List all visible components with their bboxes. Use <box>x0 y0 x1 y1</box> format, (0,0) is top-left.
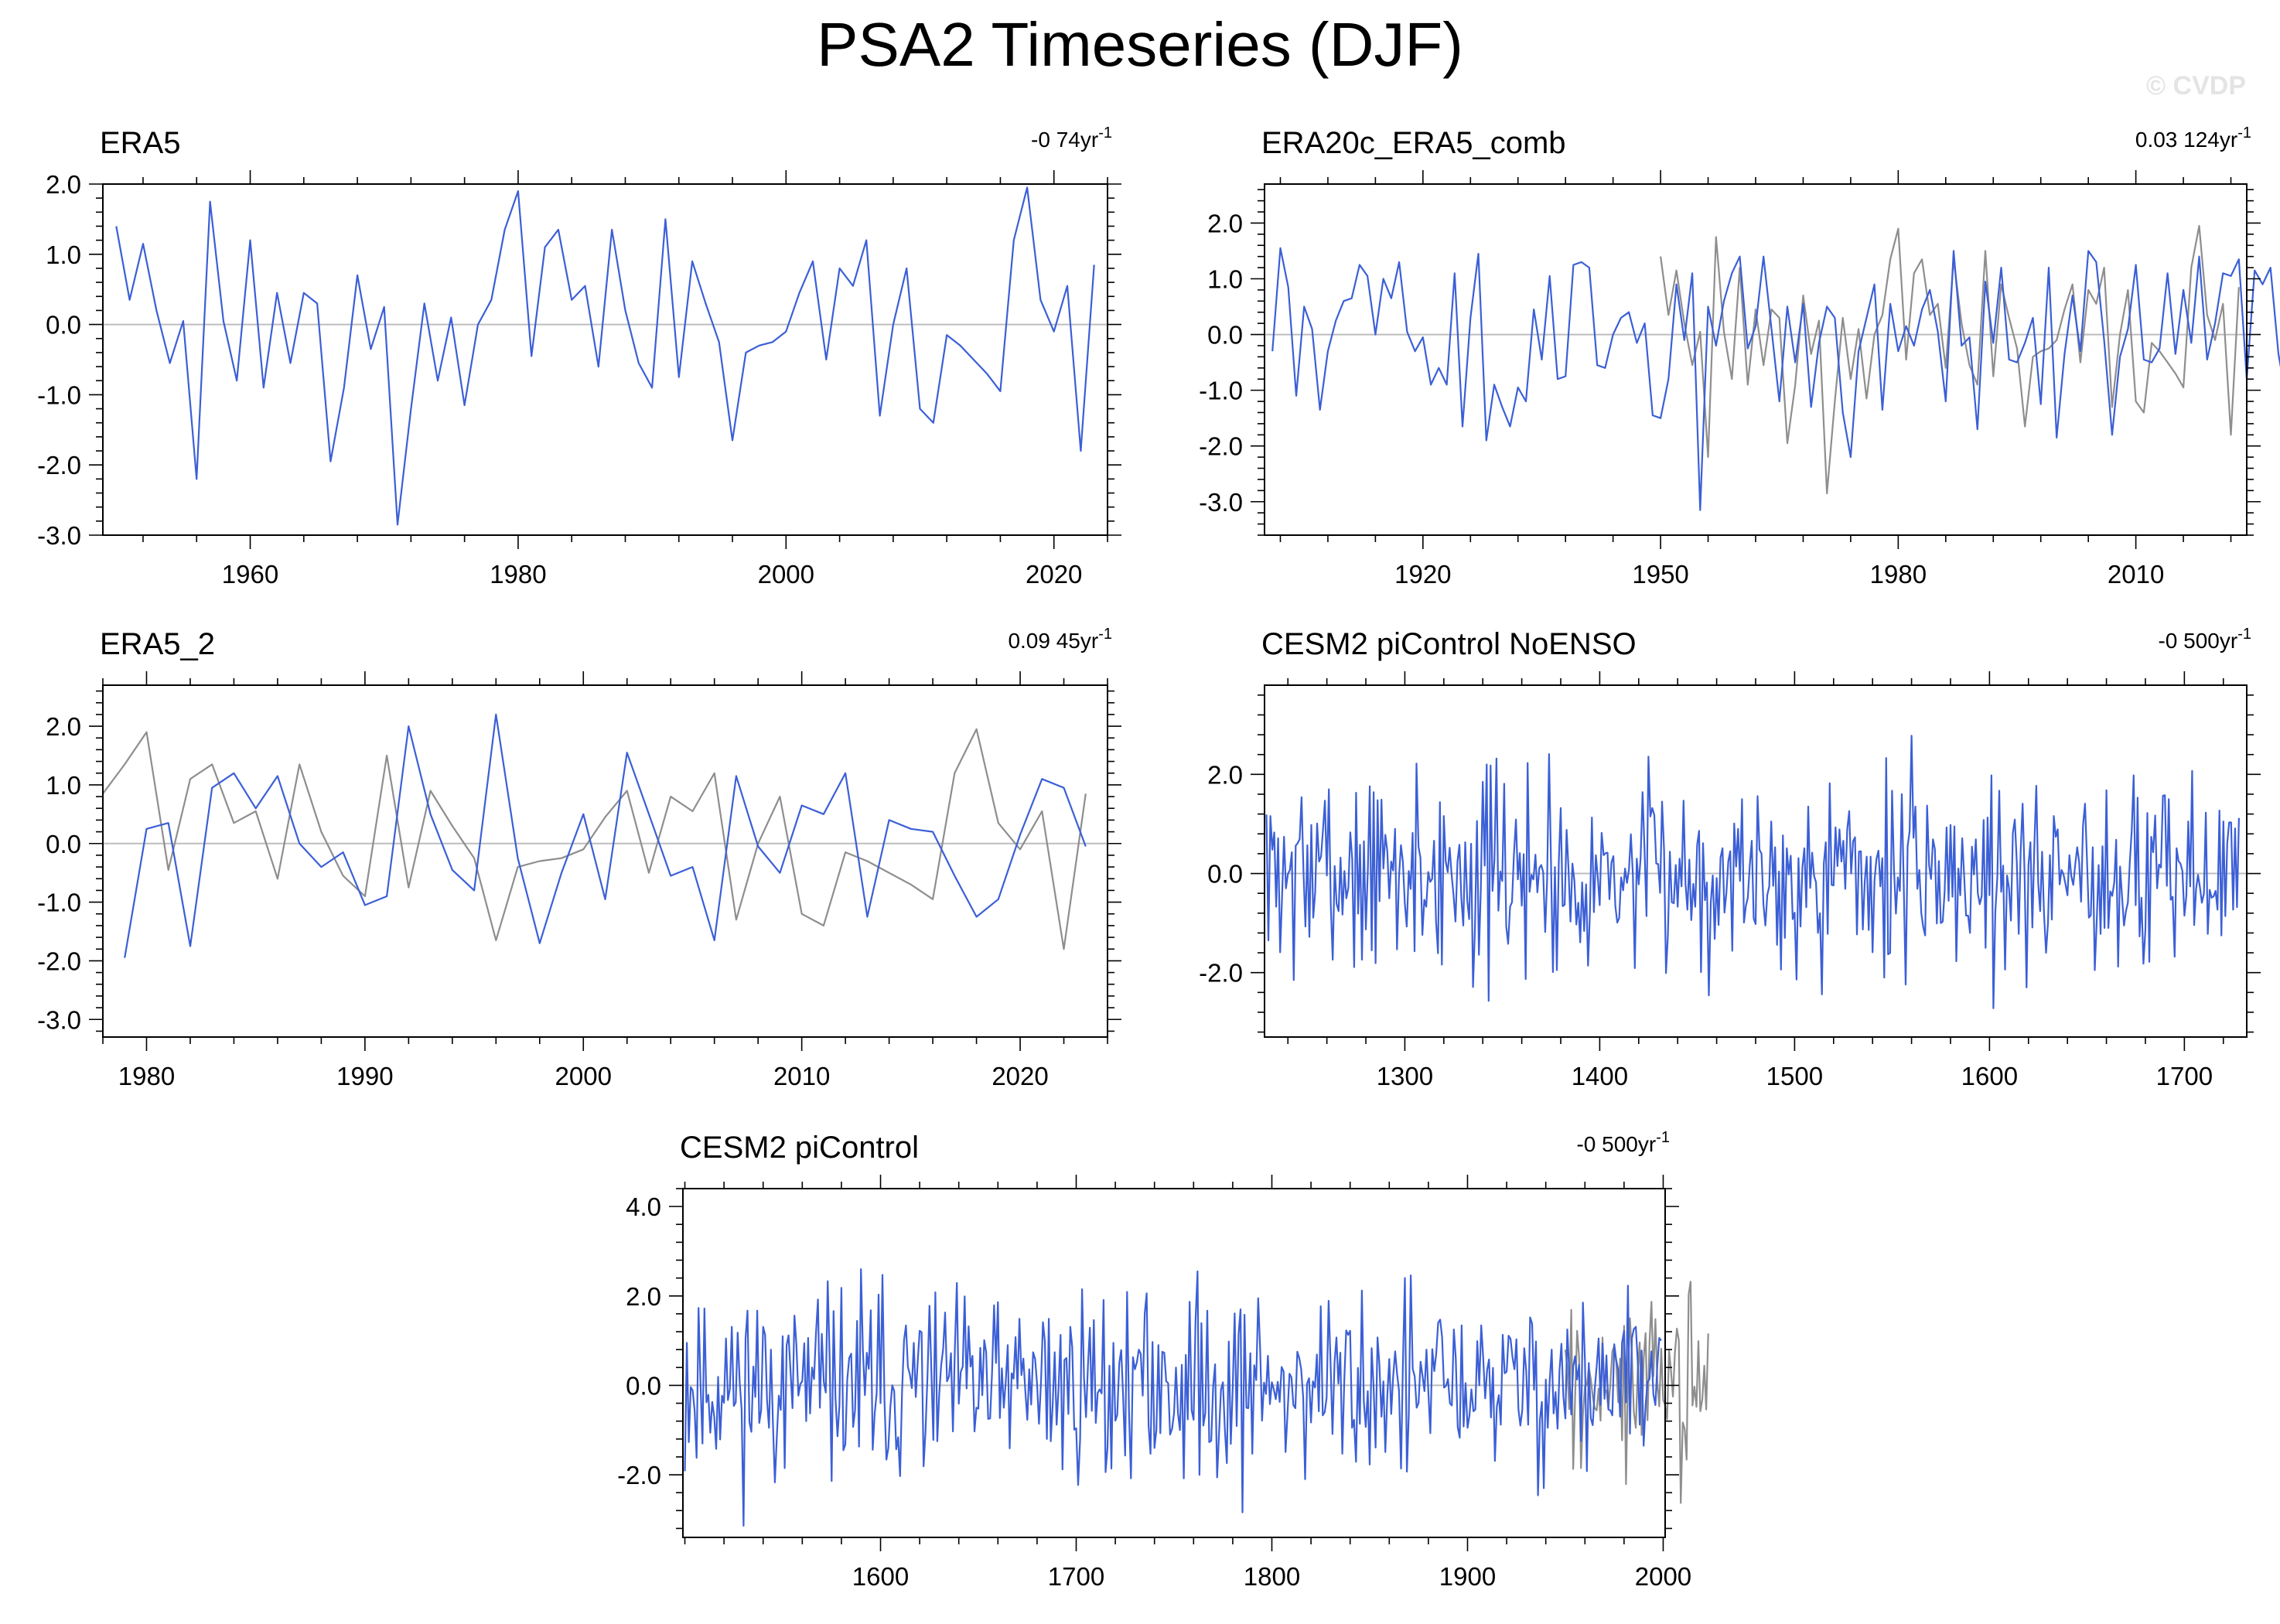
x-tick-label: 2000 <box>1635 1562 1691 1591</box>
series-line-blue <box>684 1267 1662 1527</box>
x-tick-label: 1980 <box>118 1062 175 1090</box>
panel-title: ERA20c_ERA5_comb <box>1261 126 1566 160</box>
x-tick-label: 1600 <box>1961 1062 2018 1090</box>
x-tick-label: 2000 <box>758 560 814 589</box>
x-tick-label: 1980 <box>490 560 546 589</box>
series-line-grey <box>1660 224 2240 495</box>
y-tick-label: -3.0 <box>1199 488 1243 517</box>
plot-frame <box>1264 183 2248 536</box>
trend-label: -0 500yr-1 <box>1576 1129 1670 1156</box>
plot-frame <box>102 684 1108 1038</box>
panel-title: ERA5 <box>100 126 181 160</box>
trend-label: 0.09 45yr-1 <box>1008 626 1112 653</box>
trend-label: -0 74yr-1 <box>1031 125 1112 152</box>
y-tick-label: 0.0 <box>46 830 81 858</box>
series-line-blue <box>115 186 1095 526</box>
x-tick-label: 1700 <box>1048 1562 1104 1591</box>
panel-4: 2.0 0.0 -2.0 1300 1400 1500 1600 1700 CESM2 piCo… <box>1199 626 2261 1090</box>
y-tick-label: 0.0 <box>46 311 81 339</box>
y-tick-label: 2.0 <box>1207 209 1243 237</box>
copyright-watermark: © CVDP <box>2146 71 2246 101</box>
panel-title: CESM2 piControl <box>680 1131 919 1165</box>
plot-frame <box>682 1188 1666 1538</box>
series-line-grey <box>102 728 1087 950</box>
series-line-blue <box>1265 735 2240 1009</box>
y-tick-label: 2.0 <box>46 712 81 741</box>
y-tick-label: -2.0 <box>37 451 81 479</box>
y-tick-label: -3.0 <box>37 1005 81 1034</box>
y-tick-label: -2.0 <box>617 1461 661 1489</box>
y-tick-label: 0.0 <box>1207 321 1243 350</box>
x-tick-label: 2010 <box>2108 560 2164 589</box>
series-line-blue <box>124 713 1087 958</box>
panel-5: 4.0 2.0 0.0 -2.0 1600 1700 1800 1900 2000 CESM2 p… <box>617 1129 1709 1591</box>
x-tick-label: 1500 <box>1766 1062 1823 1090</box>
panel-title: CESM2 piControl NoENSO <box>1261 627 1637 661</box>
x-tick-label: 2020 <box>1026 560 1082 589</box>
x-tick-label: 1900 <box>1439 1562 1496 1591</box>
y-tick-label: 2.0 <box>626 1282 661 1311</box>
panel-1: 2.0 1.0 0.0 -1.0 -2.0 -3.0 1960 1980 2000 2020 ERA… <box>37 125 1121 589</box>
y-tick-label: 0.0 <box>626 1371 661 1400</box>
y-tick-label: -1.0 <box>1199 377 1243 405</box>
x-tick-label: 1300 <box>1377 1062 1433 1090</box>
trend-label: -0 500yr-1 <box>2158 626 2251 653</box>
y-tick-label: -3.0 <box>37 521 81 550</box>
x-tick-label: 1990 <box>336 1062 393 1090</box>
y-tick-label: -2.0 <box>1199 432 1243 461</box>
x-tick-label: 1920 <box>1394 560 1451 589</box>
y-tick-label: -2.0 <box>1199 959 1243 988</box>
y-tick-label: 1.0 <box>46 241 81 269</box>
x-tick-label: 1400 <box>1572 1062 1628 1090</box>
y-tick-label: 1.0 <box>1207 265 1243 294</box>
series-line-blue <box>1271 247 2280 511</box>
panel-3: 2.0 1.0 0.0 -1.0 -2.0 -3.0 1980 1990 2000 2010 202… <box>37 626 1121 1090</box>
trend-label: 0.03 124yr-1 <box>2135 125 2251 152</box>
x-tick-label: 1800 <box>1244 1562 1300 1591</box>
y-tick-label: 2.0 <box>1207 760 1243 789</box>
y-tick-label: -1.0 <box>37 889 81 917</box>
panel-2: 2.0 1.0 0.0 -1.0 -2.0 -3.0 1920 1950 1980 2010 ERA… <box>1199 125 2280 589</box>
y-tick-label: -1.0 <box>37 380 81 409</box>
x-tick-label: 2000 <box>555 1062 612 1090</box>
y-tick-label: 1.0 <box>46 771 81 800</box>
y-tick-label: 4.0 <box>626 1192 661 1221</box>
x-tick-label: 1960 <box>222 560 278 589</box>
x-tick-label: 1950 <box>1632 560 1688 589</box>
y-tick-label: 0.0 <box>1207 860 1243 889</box>
x-tick-label: 1700 <box>2156 1062 2213 1090</box>
y-tick-label: -2.0 <box>37 947 81 975</box>
y-tick-label: 2.0 <box>46 170 81 199</box>
main-title: PSA2 Timeseries (DJF) <box>817 10 1463 79</box>
plot-frame <box>102 183 1108 536</box>
x-tick-label: 2020 <box>992 1062 1048 1090</box>
panel-title: ERA5_2 <box>100 627 215 661</box>
x-tick-label: 2010 <box>773 1062 830 1090</box>
x-tick-label: 1600 <box>852 1562 909 1591</box>
x-tick-label: 1980 <box>1870 560 1927 589</box>
